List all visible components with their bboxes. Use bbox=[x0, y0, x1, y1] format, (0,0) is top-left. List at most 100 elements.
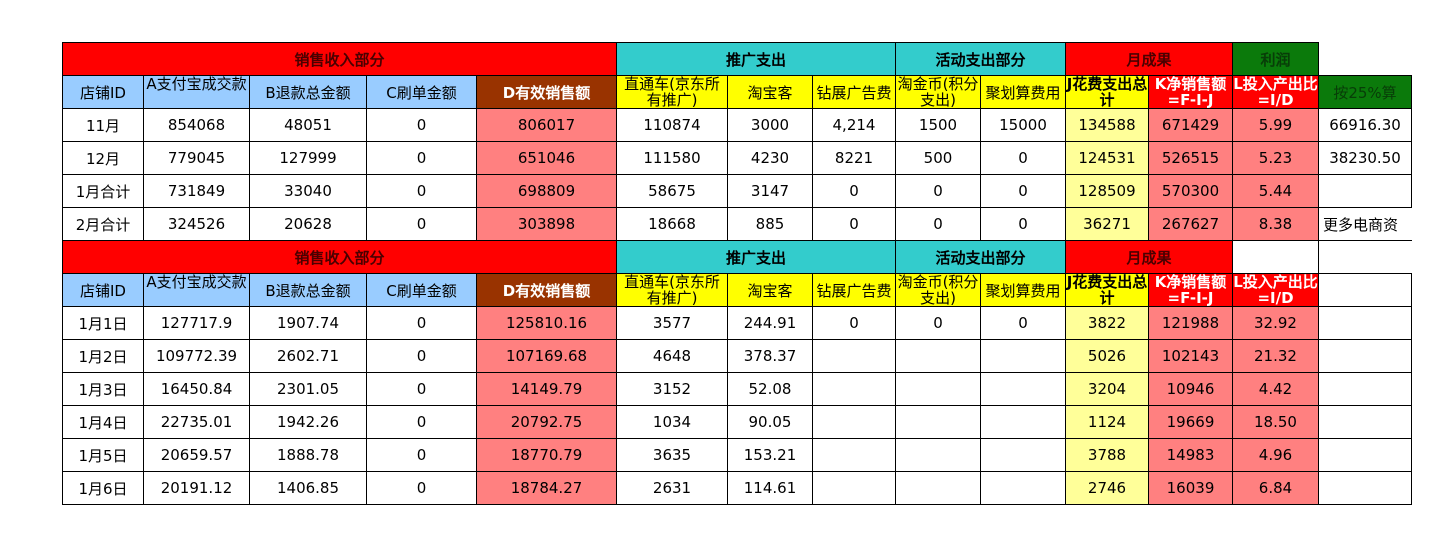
table-cell[interactable]: 3204 bbox=[1065, 372, 1149, 406]
table-cell[interactable]: 107169.68 bbox=[476, 339, 617, 373]
table-cell[interactable] bbox=[1318, 372, 1412, 406]
table-cell[interactable]: 1124 bbox=[1065, 405, 1149, 439]
table-cell[interactable]: 854068 bbox=[143, 108, 250, 142]
table-cell[interactable] bbox=[1318, 339, 1412, 373]
table-cell[interactable]: 4,214 bbox=[812, 108, 896, 142]
table-cell[interactable]: 20659.57 bbox=[143, 438, 250, 472]
table-cell[interactable]: 111580 bbox=[616, 141, 728, 175]
column-header[interactable]: 淘宝客 bbox=[727, 75, 813, 109]
table-cell[interactable]: 5.99 bbox=[1232, 108, 1319, 142]
table-cell[interactable]: 806017 bbox=[476, 108, 617, 142]
table-cell[interactable] bbox=[980, 372, 1066, 406]
table-cell[interactable]: 127999 bbox=[249, 141, 367, 175]
table-cell[interactable]: 0 bbox=[366, 207, 477, 241]
table-cell[interactable] bbox=[895, 438, 981, 472]
table-cell[interactable]: 3152 bbox=[616, 372, 728, 406]
table-cell[interactable]: 124531 bbox=[1065, 141, 1149, 175]
table-cell[interactable]: 19669 bbox=[1148, 405, 1233, 439]
table-cell[interactable] bbox=[1318, 438, 1412, 472]
table-cell[interactable]: 更多电商资 bbox=[1318, 207, 1412, 241]
table-cell[interactable] bbox=[980, 438, 1066, 472]
group-header[interactable]: 月成果 bbox=[1065, 240, 1233, 274]
table-cell[interactable] bbox=[895, 372, 981, 406]
column-header[interactable] bbox=[1318, 273, 1412, 307]
table-cell[interactable]: 1888.78 bbox=[249, 438, 367, 472]
table-cell[interactable]: 0 bbox=[366, 339, 477, 373]
table-cell[interactable] bbox=[812, 339, 896, 373]
table-cell[interactable]: 22735.01 bbox=[143, 405, 250, 439]
table-cell[interactable]: 36271 bbox=[1065, 207, 1149, 241]
table-cell[interactable]: 125810.16 bbox=[476, 306, 617, 340]
table-cell[interactable]: 52.08 bbox=[727, 372, 813, 406]
column-header[interactable]: 店铺ID bbox=[62, 273, 144, 307]
table-cell[interactable]: 0 bbox=[366, 405, 477, 439]
table-cell[interactable]: 3635 bbox=[616, 438, 728, 472]
table-cell[interactable]: 0 bbox=[366, 174, 477, 208]
table-cell[interactable]: 66916.30 bbox=[1318, 108, 1412, 142]
table-cell[interactable]: 0 bbox=[366, 306, 477, 340]
table-cell[interactable]: 38230.50 bbox=[1318, 141, 1412, 175]
table-cell[interactable]: 12月 bbox=[62, 141, 144, 175]
table-cell[interactable]: 1月1日 bbox=[62, 306, 144, 340]
column-header[interactable]: J花费支出总计 bbox=[1065, 75, 1149, 109]
table-cell[interactable]: 651046 bbox=[476, 141, 617, 175]
column-header[interactable]: 淘金币(积分支出) bbox=[895, 75, 981, 109]
table-cell[interactable]: 0 bbox=[366, 372, 477, 406]
column-header[interactable]: 淘宝客 bbox=[727, 273, 813, 307]
table-cell[interactable] bbox=[895, 471, 981, 505]
column-header[interactable]: C刷单金额 bbox=[366, 273, 477, 307]
table-cell[interactable]: 8.38 bbox=[1232, 207, 1319, 241]
column-header[interactable]: 聚划算费用 bbox=[980, 273, 1066, 307]
column-header[interactable]: K净销售额=F-I-J bbox=[1148, 75, 1233, 109]
table-cell[interactable]: 4230 bbox=[727, 141, 813, 175]
table-cell[interactable]: 102143 bbox=[1148, 339, 1233, 373]
table-cell[interactable]: 127717.9 bbox=[143, 306, 250, 340]
table-cell[interactable]: 267627 bbox=[1148, 207, 1233, 241]
table-cell[interactable]: 2746 bbox=[1065, 471, 1149, 505]
group-header[interactable]: 销售收入部分 bbox=[62, 42, 617, 76]
table-cell[interactable]: 5.44 bbox=[1232, 174, 1319, 208]
column-header[interactable]: 聚划算费用 bbox=[980, 75, 1066, 109]
table-cell[interactable]: 20792.75 bbox=[476, 405, 617, 439]
table-cell[interactable]: 0 bbox=[895, 207, 981, 241]
table-cell[interactable] bbox=[1318, 471, 1412, 505]
table-cell[interactable]: 0 bbox=[366, 141, 477, 175]
table-cell[interactable]: 16450.84 bbox=[143, 372, 250, 406]
table-cell[interactable]: 4.42 bbox=[1232, 372, 1319, 406]
table-cell[interactable]: 303898 bbox=[476, 207, 617, 241]
column-header[interactable]: J花费支出总计 bbox=[1065, 273, 1149, 307]
table-cell[interactable]: 1月合计 bbox=[62, 174, 144, 208]
table-cell[interactable]: 58675 bbox=[616, 174, 728, 208]
column-header[interactable]: 直通车(京东所有推广) bbox=[616, 273, 728, 307]
table-cell[interactable]: 3822 bbox=[1065, 306, 1149, 340]
table-cell[interactable]: 3788 bbox=[1065, 438, 1149, 472]
group-header[interactable] bbox=[1232, 240, 1319, 274]
table-cell[interactable]: 0 bbox=[980, 141, 1066, 175]
column-header[interactable]: A支付宝成交款 bbox=[143, 75, 250, 109]
table-cell[interactable]: 121988 bbox=[1148, 306, 1233, 340]
table-cell[interactable]: 0 bbox=[980, 207, 1066, 241]
table-cell[interactable]: 0 bbox=[812, 174, 896, 208]
group-header[interactable]: 推广支出 bbox=[616, 42, 896, 76]
table-cell[interactable]: 378.37 bbox=[727, 339, 813, 373]
table-cell[interactable]: 2631 bbox=[616, 471, 728, 505]
table-cell[interactable]: 3147 bbox=[727, 174, 813, 208]
group-header[interactable]: 活动支出部分 bbox=[895, 42, 1066, 76]
table-cell[interactable]: 11月 bbox=[62, 108, 144, 142]
table-cell[interactable]: 0 bbox=[980, 306, 1066, 340]
table-cell[interactable]: 1907.74 bbox=[249, 306, 367, 340]
group-header[interactable]: 利润 bbox=[1232, 42, 1319, 76]
table-cell[interactable]: 14149.79 bbox=[476, 372, 617, 406]
table-cell[interactable] bbox=[812, 372, 896, 406]
column-header[interactable]: 钻展广告费 bbox=[812, 273, 896, 307]
table-cell[interactable] bbox=[812, 471, 896, 505]
table-cell[interactable]: 779045 bbox=[143, 141, 250, 175]
table-cell[interactable] bbox=[1318, 306, 1412, 340]
table-cell[interactable]: 48051 bbox=[249, 108, 367, 142]
table-cell[interactable]: 1942.26 bbox=[249, 405, 367, 439]
column-header[interactable]: C刷单金额 bbox=[366, 75, 477, 109]
table-cell[interactable]: 3000 bbox=[727, 108, 813, 142]
table-cell[interactable]: 698809 bbox=[476, 174, 617, 208]
table-cell[interactable]: 0 bbox=[980, 174, 1066, 208]
table-cell[interactable]: 114.61 bbox=[727, 471, 813, 505]
